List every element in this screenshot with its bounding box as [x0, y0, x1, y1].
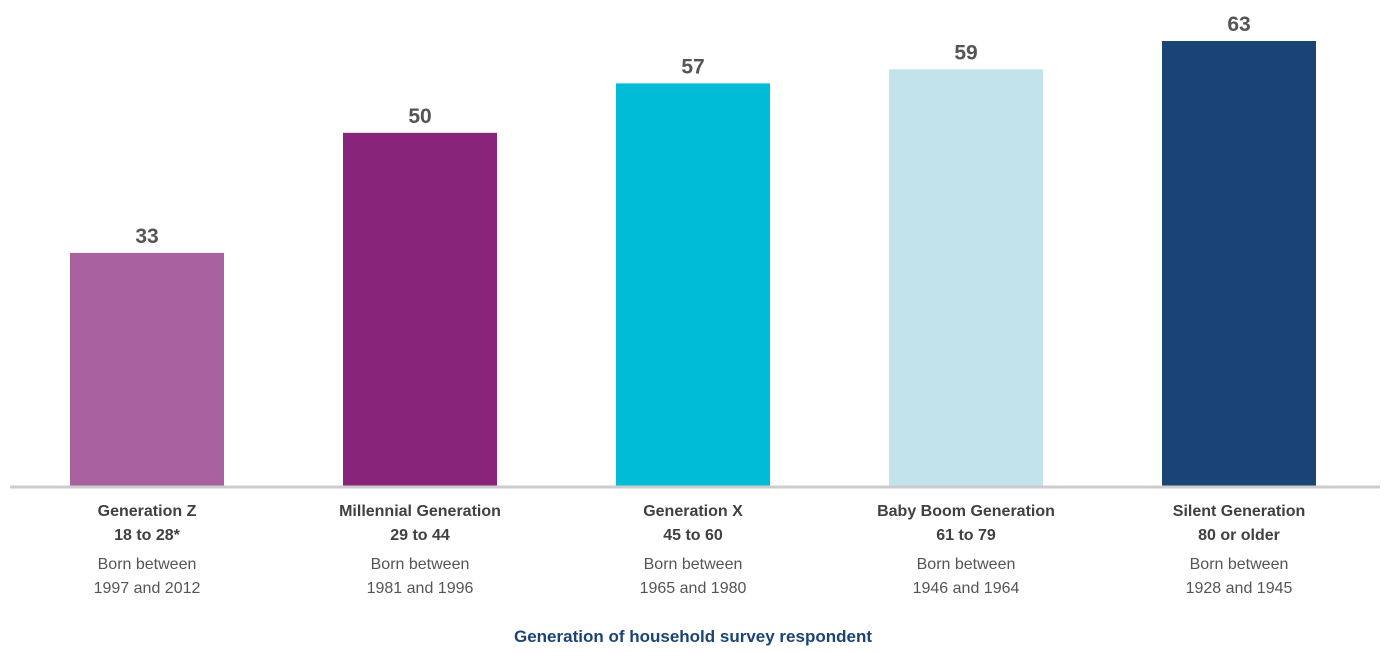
- category-born-label: Born between: [917, 556, 1016, 573]
- bar-value-label: 57: [681, 55, 704, 78]
- bar-value-label: 33: [135, 225, 158, 248]
- category-born-years-label: 1997 and 2012: [94, 580, 201, 597]
- category-born-years-label: 1981 and 1996: [367, 580, 474, 597]
- category-born-label: Born between: [371, 556, 470, 573]
- bar-value-label: 63: [1227, 13, 1250, 36]
- category-born-label: Born between: [1190, 556, 1289, 573]
- category-age-label: 29 to 44: [390, 527, 450, 544]
- category-name-label: Silent Generation: [1173, 503, 1305, 520]
- bar: [889, 69, 1043, 486]
- category-labels-group: Generation Z 18 to 28* Born between 1997 an…: [94, 503, 1306, 597]
- bar-value-label: 50: [408, 105, 431, 128]
- bars-group: [70, 41, 1316, 487]
- category-age-label: 80 or older: [1198, 527, 1280, 544]
- category-born-years-label: 1965 and 1980: [640, 580, 747, 597]
- value-labels-group: 33 50 57 59 63: [135, 13, 1250, 248]
- category-born-label: Born between: [98, 556, 197, 573]
- category-born-years-label: 1928 and 1945: [1186, 580, 1293, 597]
- category-age-label: 18 to 28*: [114, 527, 181, 544]
- category-born-label: Born between: [644, 556, 743, 573]
- bar: [616, 83, 770, 486]
- category-name-label: Baby Boom Generation: [877, 503, 1055, 520]
- category-name-label: Generation X: [643, 503, 743, 520]
- bar: [343, 132, 497, 487]
- bar: [70, 252, 224, 486]
- category-name-label: Generation Z: [98, 503, 197, 520]
- category-name-label: Millennial Generation: [339, 503, 501, 520]
- category-age-label: 45 to 60: [663, 527, 723, 544]
- category-age-label: 61 to 79: [936, 527, 996, 544]
- bar-value-label: 59: [954, 41, 977, 64]
- x-axis-title: Generation of household survey responden…: [514, 627, 872, 646]
- category-born-years-label: 1946 and 1964: [913, 580, 1020, 597]
- bar: [1162, 41, 1316, 486]
